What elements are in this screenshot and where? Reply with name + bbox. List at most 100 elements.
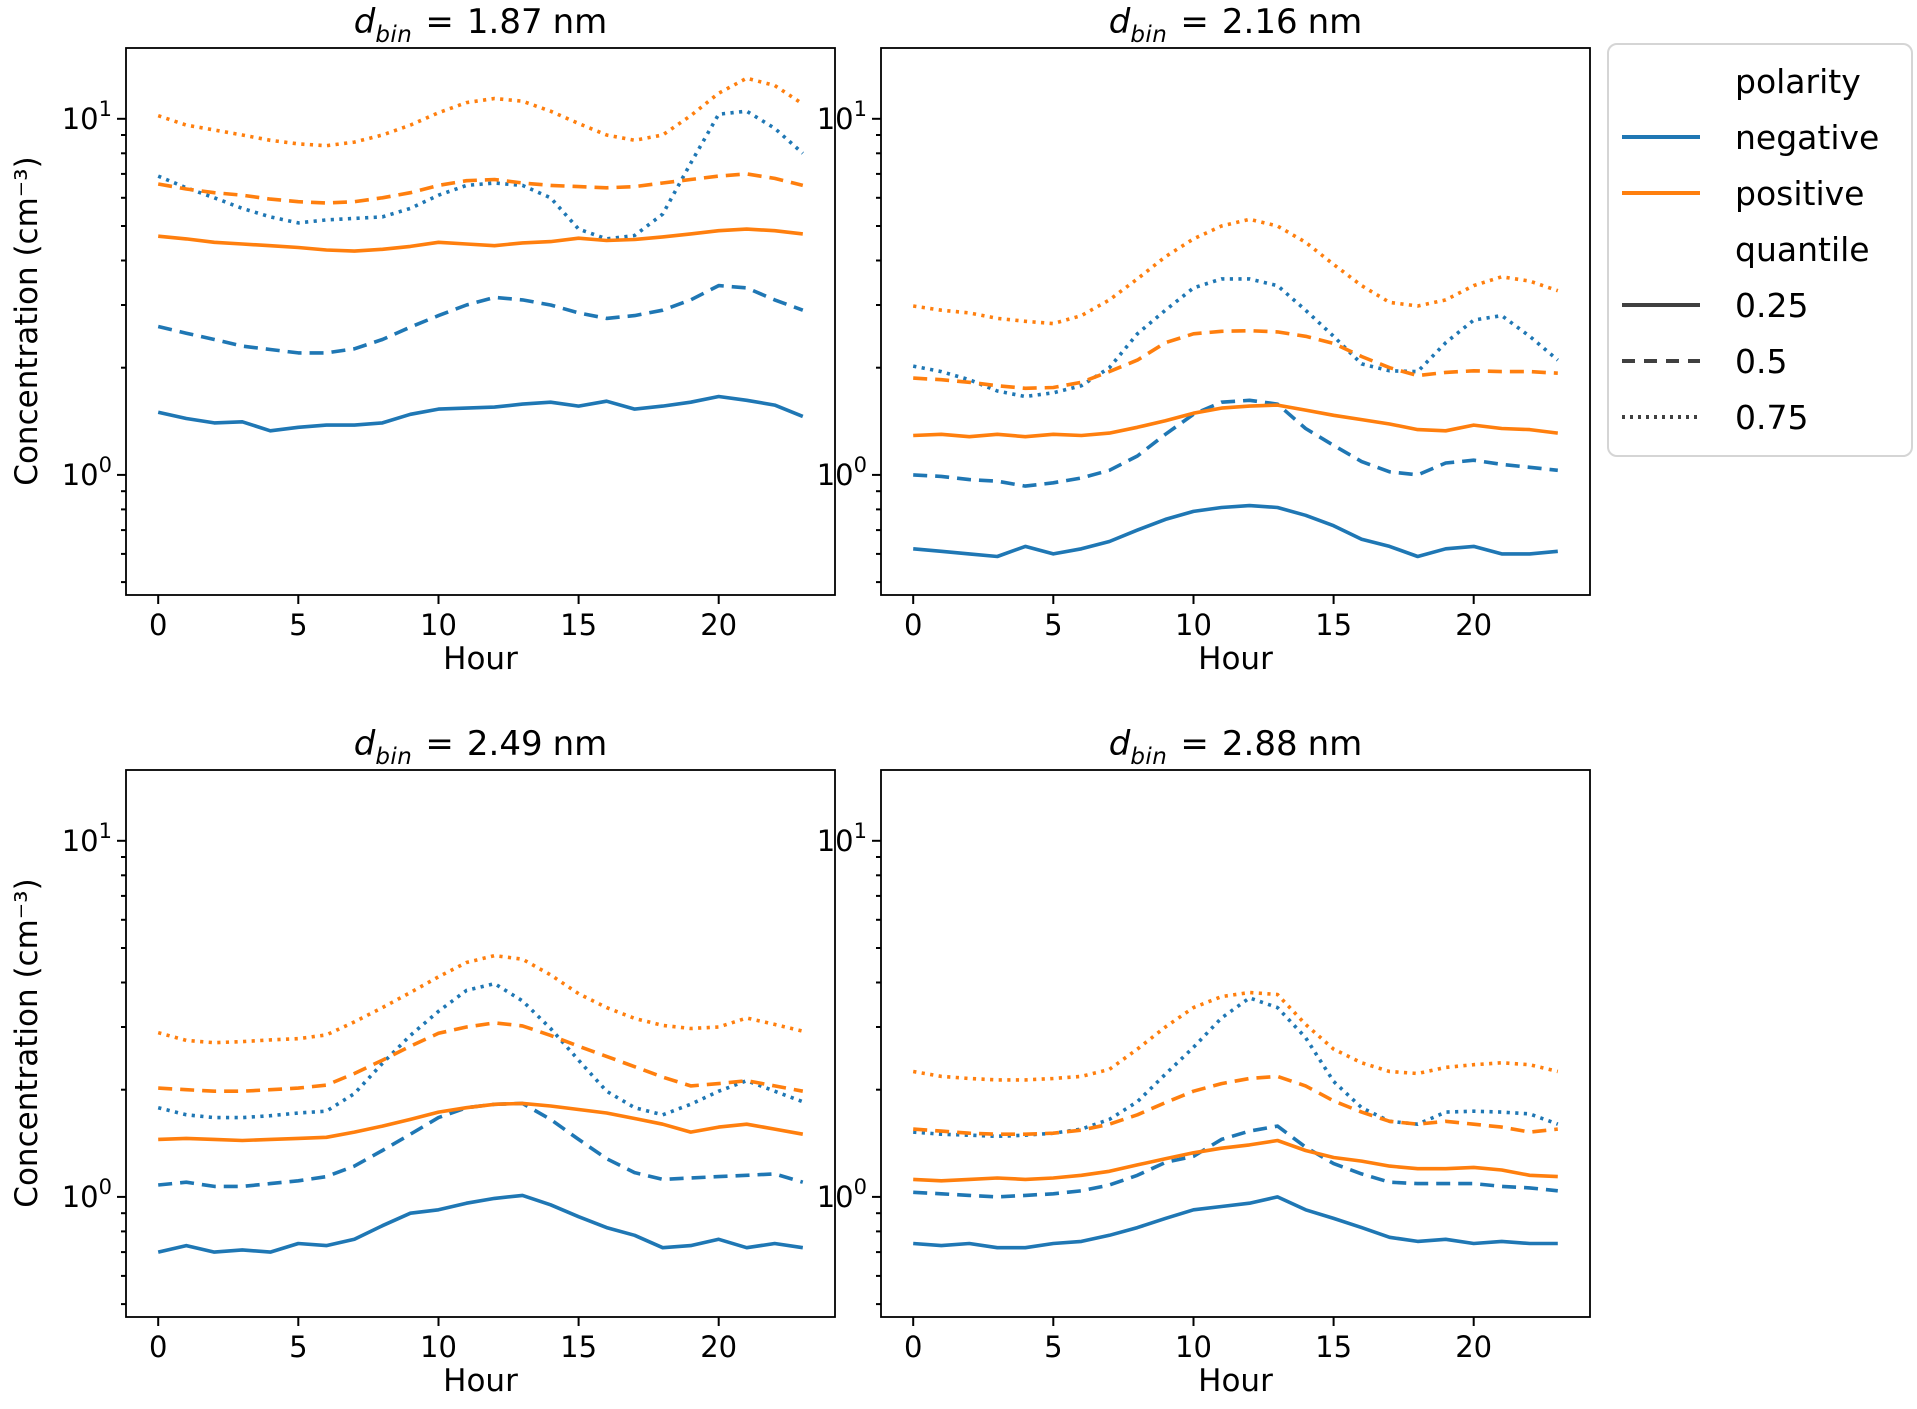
x-tick-label: 15	[560, 608, 597, 642]
title-unit: nm	[1307, 2, 1363, 42]
title-variable: d	[1108, 724, 1131, 764]
legend-item-q075-label: 0.75	[1735, 397, 1809, 437]
series-positive-q0.25	[913, 1138, 1558, 1183]
title-unit: nm	[552, 724, 608, 764]
title-equals: =	[1180, 724, 1209, 764]
legend-header-quantile-label: quantile	[1735, 229, 1870, 269]
x-tick-label: 20	[1455, 608, 1492, 642]
x-axis-label-1: Hour	[443, 641, 518, 677]
axes-frame	[880, 769, 1591, 1318]
legend-item-q025: 0.25	[1609, 277, 1911, 333]
legend-header-polarity: polarity	[1609, 53, 1911, 109]
subplot-title-3: dbin = 2.49 nm	[126, 724, 835, 770]
y-tick-label: 101	[817, 819, 867, 858]
subplot-title-4: dbin = 2.88 nm	[881, 724, 1590, 770]
legend-header-polarity-label: polarity	[1735, 61, 1861, 101]
x-tick-label: 10	[1175, 1330, 1212, 1364]
series-positive-q0.75	[912, 990, 1559, 1082]
series-negative-q0.5	[913, 1124, 1558, 1199]
dashed-line-sample-icon	[1622, 359, 1700, 363]
x-tick-label: 10	[420, 1330, 457, 1364]
subplot-dbin-2.49: 101 100 0 5 10 15 20	[62, 769, 836, 1364]
negative-line-sample-icon	[1622, 135, 1700, 139]
title-unit: nm	[552, 2, 608, 42]
title-subscript: bin	[1130, 744, 1168, 770]
title-subscript: bin	[1130, 22, 1168, 48]
x-tick-label: 0	[149, 608, 167, 642]
legend-spacer	[1620, 244, 1702, 254]
title-subscript: bin	[375, 744, 413, 770]
series-positive-q0.25	[158, 1101, 804, 1143]
x-tick-label: 15	[1315, 608, 1352, 642]
y-tick-label: 101	[62, 97, 112, 136]
x-axis-label-2: Hour	[1198, 641, 1273, 677]
x-tick-label: 5	[1044, 1330, 1062, 1364]
series-negative-q0.75	[157, 109, 804, 241]
axes-frame	[880, 47, 1591, 596]
x-tick-label: 0	[904, 1330, 922, 1364]
y-tick-label: 101	[62, 819, 112, 858]
title-unit: nm	[1307, 724, 1363, 764]
series-positive-q0.5	[157, 172, 804, 205]
legend-spacer	[1620, 76, 1702, 86]
legend-item-q075: 0.75	[1609, 389, 1911, 445]
x-tick-label: 15	[1315, 1330, 1352, 1364]
y-tick-label: 100	[62, 1175, 112, 1214]
title-subscript: bin	[375, 22, 413, 48]
legend-item-negative-label: negative	[1735, 117, 1880, 157]
x-tick-label: 20	[1455, 1330, 1492, 1364]
series-negative-q0.25	[913, 503, 1558, 559]
series-negative-q0.75	[912, 277, 1559, 399]
legend-item-q05: 0.5	[1609, 333, 1911, 389]
x-tick-label: 5	[289, 608, 307, 642]
x-tick-label: 0	[149, 1330, 167, 1364]
x-tick-label: 20	[700, 1330, 737, 1364]
x-tick-label: 15	[560, 1330, 597, 1364]
x-tick-label: 20	[700, 608, 737, 642]
legend-item-q05-label: 0.5	[1735, 341, 1788, 381]
dotted-line-sample-icon	[1622, 415, 1700, 419]
legend-item-negative: negative	[1609, 109, 1911, 165]
series-negative-q0.75	[157, 981, 804, 1120]
title-equals: =	[425, 724, 454, 764]
series-positive-q0.75	[157, 76, 804, 148]
y-axis-label-row2: Concentration (cm⁻³)	[9, 878, 45, 1208]
legend-item-q025-label: 0.25	[1735, 285, 1809, 325]
title-value: 2.88	[1221, 724, 1298, 764]
title-variable: d	[353, 724, 376, 764]
series-negative-q0.75	[913, 996, 1559, 1139]
series-positive-q0.5	[913, 328, 1558, 391]
subplot-dbin-2.16: 101 100 0 5 10 15 20	[817, 47, 1591, 642]
x-tick-label: 10	[420, 608, 457, 642]
legend-item-positive: positive	[1609, 165, 1911, 221]
x-tick-label: 10	[1175, 608, 1212, 642]
subplot-dbin-2.88: 101 100 0 5 10 15 20	[817, 769, 1591, 1364]
x-tick-label: 5	[289, 1330, 307, 1364]
y-tick-label: 100	[817, 453, 867, 492]
series-negative-q0.25	[157, 394, 804, 433]
y-tick-label: 100	[817, 1175, 867, 1214]
series-positive-q0.75	[912, 217, 1559, 326]
title-equals: =	[1180, 2, 1209, 42]
positive-line-sample-icon	[1622, 191, 1700, 195]
subplot-dbin-1.87: 101 100 0 5 10 15 20	[62, 47, 836, 642]
y-tick-label: 100	[62, 453, 112, 492]
x-tick-label: 0	[904, 608, 922, 642]
x-tick-label: 5	[1044, 608, 1062, 642]
title-value: 2.49	[466, 724, 543, 764]
legend-item-positive-label: positive	[1735, 173, 1865, 213]
title-variable: d	[1108, 2, 1131, 42]
axes-frame	[125, 47, 836, 596]
series-negative-q0.25	[157, 1193, 804, 1254]
series-negative-q0.5	[913, 398, 1558, 488]
title-variable: d	[353, 2, 376, 42]
x-axis-label-3: Hour	[443, 1363, 518, 1399]
subplot-title-1: dbin = 1.87 nm	[126, 2, 835, 48]
series-negative-q0.5	[158, 1101, 804, 1189]
series-negative-q0.5	[157, 283, 804, 355]
y-tick-label: 101	[817, 97, 867, 136]
series-positive-q0.25	[158, 227, 804, 253]
solid-line-sample-icon	[1622, 303, 1700, 307]
